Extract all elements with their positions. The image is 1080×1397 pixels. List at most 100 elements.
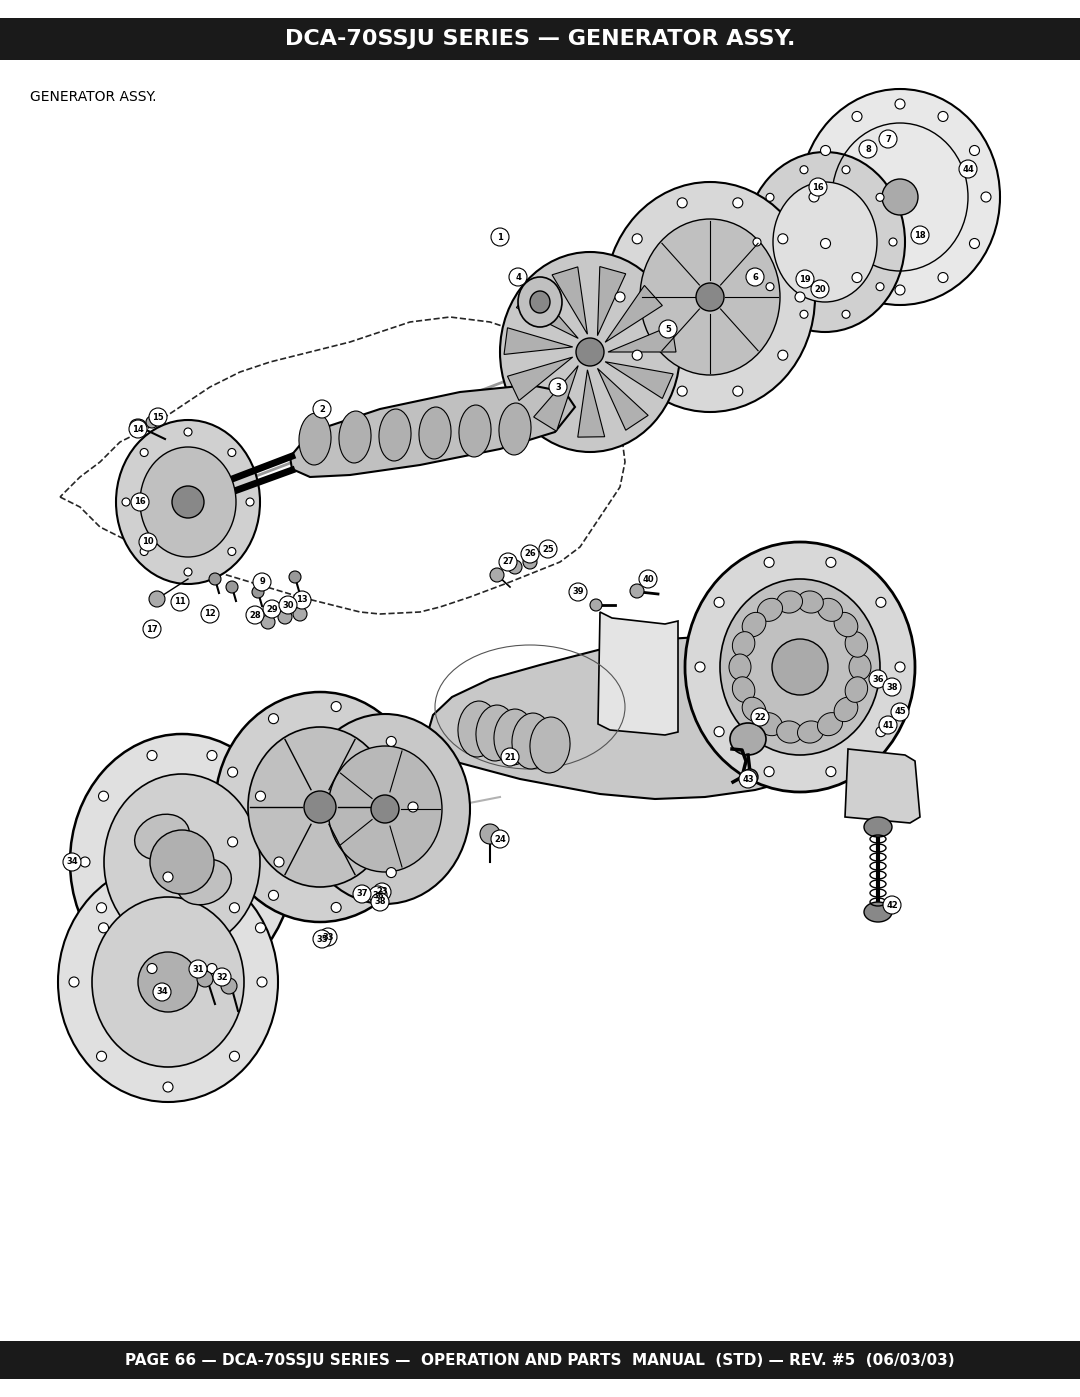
Circle shape (279, 597, 297, 615)
Ellipse shape (147, 750, 157, 760)
Text: 17: 17 (146, 624, 158, 633)
Text: 11: 11 (174, 598, 186, 606)
Ellipse shape (228, 548, 235, 556)
Ellipse shape (849, 654, 870, 680)
Ellipse shape (135, 814, 189, 859)
Ellipse shape (530, 717, 570, 773)
Ellipse shape (458, 701, 498, 757)
Circle shape (539, 541, 557, 557)
Text: 23: 23 (376, 887, 388, 897)
Text: 27: 27 (502, 557, 514, 567)
Ellipse shape (970, 239, 980, 249)
Ellipse shape (852, 112, 862, 122)
Circle shape (253, 573, 271, 591)
Polygon shape (605, 362, 673, 398)
Text: 36: 36 (373, 890, 383, 900)
Ellipse shape (895, 99, 905, 109)
Ellipse shape (163, 872, 173, 882)
Text: 9: 9 (259, 577, 265, 587)
Text: 42: 42 (886, 901, 897, 909)
Text: 16: 16 (134, 497, 146, 507)
Text: 44: 44 (962, 165, 974, 173)
Ellipse shape (140, 548, 148, 556)
Ellipse shape (122, 497, 130, 506)
Circle shape (353, 886, 372, 902)
Text: PAGE 66 — DCA-70SSJU SERIES —  OPERATION AND PARTS  MANUAL  (STD) — REV. #5  (06: PAGE 66 — DCA-70SSJU SERIES — OPERATION … (125, 1352, 955, 1368)
Ellipse shape (696, 284, 724, 312)
Ellipse shape (332, 902, 341, 912)
Text: 34: 34 (157, 988, 167, 996)
Ellipse shape (846, 676, 867, 703)
Ellipse shape (677, 386, 687, 397)
Ellipse shape (742, 612, 766, 637)
Circle shape (313, 400, 330, 418)
Circle shape (509, 268, 527, 286)
Ellipse shape (764, 557, 774, 567)
Ellipse shape (70, 733, 294, 990)
Polygon shape (508, 358, 572, 401)
Text: 31: 31 (192, 964, 204, 974)
Ellipse shape (269, 714, 279, 724)
Circle shape (153, 983, 171, 1002)
Ellipse shape (939, 272, 948, 282)
Circle shape (891, 703, 909, 721)
Circle shape (143, 620, 161, 638)
Ellipse shape (685, 542, 915, 792)
Ellipse shape (864, 817, 892, 837)
Circle shape (149, 408, 167, 426)
Circle shape (499, 553, 517, 571)
Text: 28: 28 (249, 610, 260, 619)
Circle shape (491, 228, 509, 246)
Ellipse shape (512, 712, 552, 768)
Ellipse shape (419, 407, 451, 460)
Text: 10: 10 (143, 538, 153, 546)
Ellipse shape (490, 569, 504, 583)
Ellipse shape (777, 591, 802, 613)
Ellipse shape (846, 631, 867, 657)
Ellipse shape (777, 721, 802, 743)
Ellipse shape (229, 1052, 240, 1062)
Ellipse shape (778, 233, 787, 244)
Ellipse shape (177, 859, 231, 905)
Text: 3: 3 (555, 383, 561, 391)
Ellipse shape (797, 721, 823, 743)
Circle shape (569, 583, 588, 601)
Ellipse shape (299, 414, 332, 465)
Ellipse shape (289, 571, 301, 583)
Ellipse shape (278, 610, 292, 624)
Ellipse shape (257, 977, 267, 988)
Ellipse shape (379, 409, 411, 461)
Circle shape (372, 893, 389, 911)
Text: 14: 14 (132, 425, 144, 433)
Text: 16: 16 (812, 183, 824, 191)
Ellipse shape (889, 237, 897, 246)
Ellipse shape (732, 676, 755, 703)
Text: 29: 29 (266, 605, 278, 613)
Ellipse shape (826, 557, 836, 567)
Ellipse shape (80, 856, 90, 868)
Circle shape (491, 830, 509, 848)
Ellipse shape (800, 310, 808, 319)
Polygon shape (504, 328, 572, 355)
Ellipse shape (576, 338, 604, 366)
Circle shape (131, 493, 149, 511)
FancyBboxPatch shape (0, 18, 1080, 60)
Text: 32: 32 (216, 972, 228, 982)
Ellipse shape (826, 767, 836, 777)
Ellipse shape (261, 615, 275, 629)
Polygon shape (608, 326, 676, 352)
Polygon shape (534, 366, 578, 432)
Ellipse shape (252, 585, 264, 598)
Ellipse shape (58, 862, 278, 1102)
Polygon shape (597, 369, 648, 430)
Ellipse shape (530, 291, 550, 313)
Ellipse shape (210, 573, 221, 585)
Ellipse shape (729, 654, 751, 680)
Ellipse shape (630, 584, 644, 598)
Ellipse shape (696, 662, 705, 672)
Circle shape (319, 928, 337, 946)
Ellipse shape (757, 598, 783, 622)
Text: 43: 43 (742, 774, 754, 784)
Ellipse shape (500, 251, 680, 453)
Ellipse shape (228, 837, 238, 847)
